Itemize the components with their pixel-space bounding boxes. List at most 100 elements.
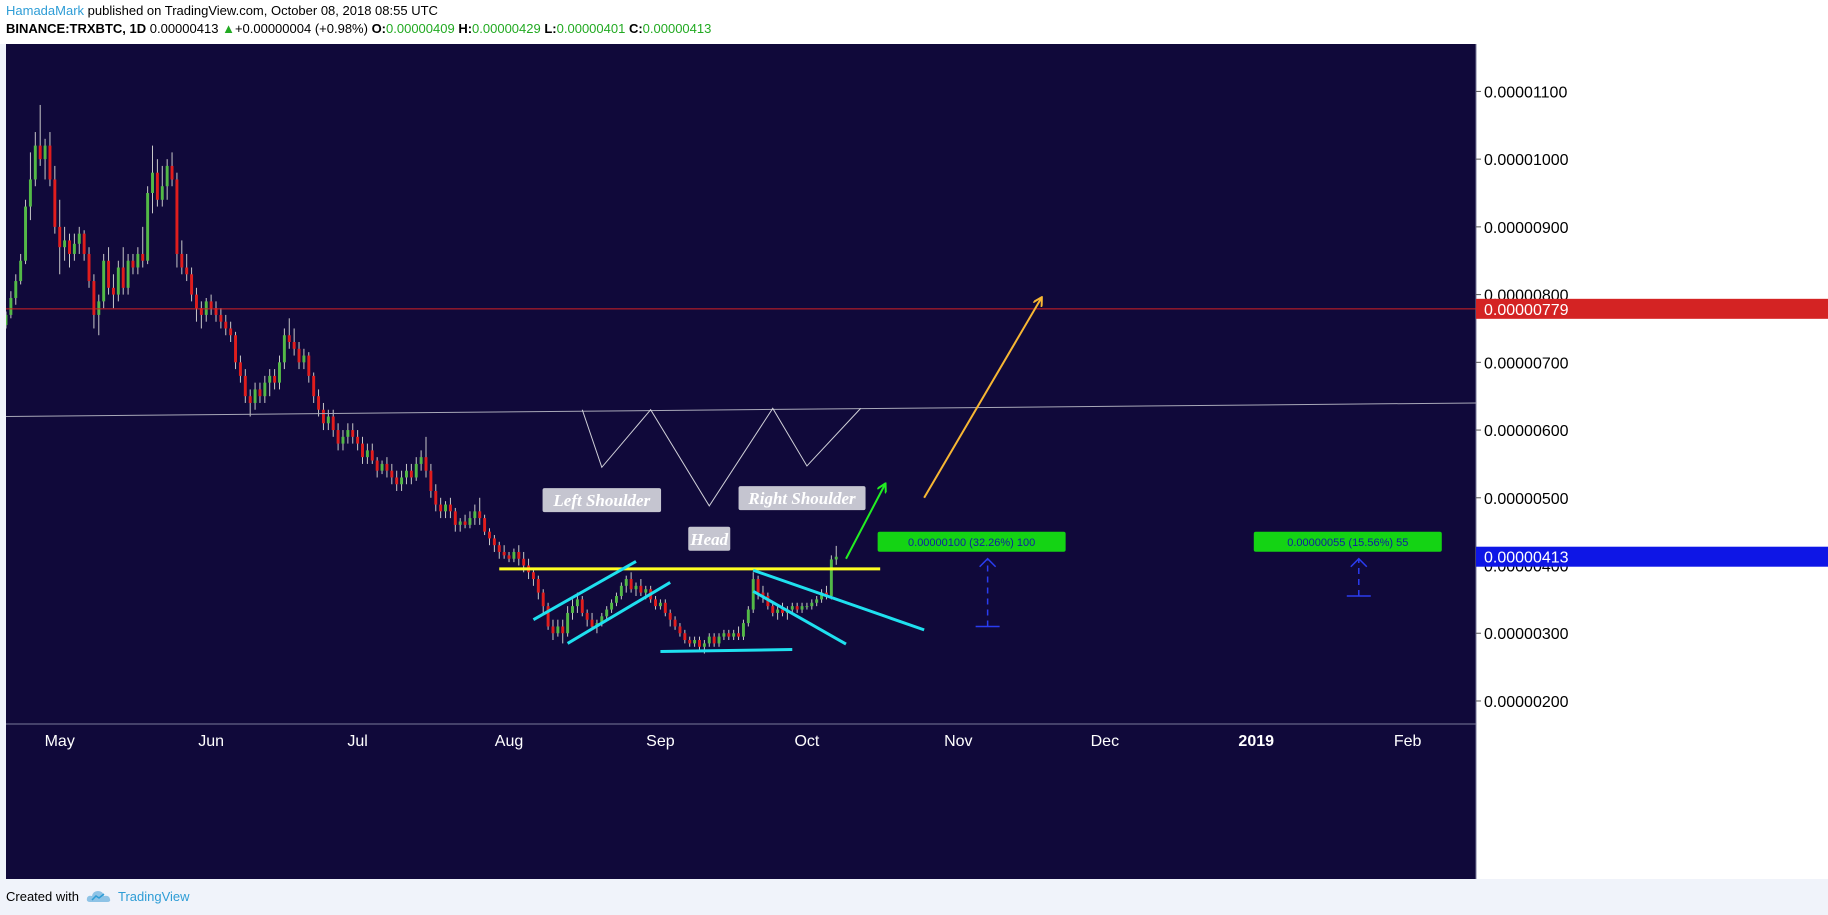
candle-up xyxy=(717,636,721,644)
resistance-price-tag xyxy=(1476,298,1828,319)
channel-line xyxy=(566,581,671,645)
candle-down xyxy=(238,362,242,376)
chart-header: HamadaMark published on TradingView.com,… xyxy=(0,0,1828,44)
x-tick-label: Oct xyxy=(794,733,819,750)
candlestick-chart[interactable]: 0.000011000.000010000.000009000.00000800… xyxy=(6,44,1828,879)
candle-down xyxy=(639,585,643,593)
candle-up xyxy=(619,585,623,596)
candle-up xyxy=(28,179,32,207)
candle-up xyxy=(43,145,47,160)
x-tick-label: Jul xyxy=(347,733,367,750)
target-label: 0.00000055 (15.56%) 55 xyxy=(1287,537,1408,549)
candle-up xyxy=(566,612,570,634)
candle-up xyxy=(624,579,628,586)
candle-down xyxy=(761,592,765,596)
candle-up xyxy=(815,599,819,603)
open-label: O: xyxy=(371,21,387,36)
candle-down xyxy=(155,172,159,200)
change-up-icon: ▲ xyxy=(222,21,235,36)
pattern-label-box xyxy=(688,526,731,551)
candle-down xyxy=(424,457,428,471)
tradingview-link[interactable]: TradingView xyxy=(118,889,190,904)
candle-down xyxy=(243,375,247,397)
candle-up xyxy=(741,623,745,637)
x-tick-label: 2019 xyxy=(1238,733,1274,750)
time-axis-panel xyxy=(6,724,1476,879)
candle-up xyxy=(605,609,609,617)
candle-up xyxy=(702,643,706,647)
candle-up xyxy=(102,260,106,302)
candle-up xyxy=(458,521,462,525)
candle-up xyxy=(204,301,208,315)
x-tick-label: May xyxy=(45,733,75,750)
candle-down xyxy=(561,626,565,634)
candle-down xyxy=(395,477,399,485)
candle-up xyxy=(278,362,281,383)
candle-down xyxy=(370,450,374,461)
candle-up xyxy=(302,355,306,363)
candle-down xyxy=(356,436,360,444)
author-link[interactable]: HamadaMark xyxy=(6,3,85,18)
candle-up xyxy=(571,606,574,613)
tradingview-cloud-icon xyxy=(86,891,111,902)
candle-down xyxy=(82,233,86,254)
candle-down xyxy=(331,416,335,431)
projection-arrow-orange xyxy=(923,298,1041,499)
candle-down xyxy=(781,609,784,613)
candle-up xyxy=(72,243,76,254)
x-tick-label: Jun xyxy=(198,733,224,750)
candle-down xyxy=(229,328,233,336)
pattern-label-box xyxy=(542,488,662,513)
candle-down xyxy=(58,226,62,248)
candle-down xyxy=(209,301,213,309)
channel-line xyxy=(532,560,637,622)
target-box xyxy=(877,531,1066,552)
y-tick-label: 0.00000200 xyxy=(1484,694,1569,711)
candle-down xyxy=(351,430,355,437)
pattern-label: Right Shoulder xyxy=(747,489,856,508)
candle-up xyxy=(151,172,154,194)
candle-up xyxy=(165,165,169,187)
candle-down xyxy=(409,470,413,478)
candle-up xyxy=(800,606,804,610)
candle-up xyxy=(751,579,755,610)
y-tick-label: 0.00001000 xyxy=(1484,152,1569,169)
y-tick-label: 0.00000700 xyxy=(1484,355,1569,372)
candle-up xyxy=(805,606,809,608)
candle-down xyxy=(190,274,194,295)
candle-down xyxy=(38,145,42,160)
candle-down xyxy=(492,538,496,546)
candle-up xyxy=(14,281,18,298)
candle-down xyxy=(478,511,482,519)
candle-down xyxy=(536,579,540,593)
x-tick-label: Feb xyxy=(1394,733,1422,750)
last-price: 0.00000413 xyxy=(149,21,219,36)
candle-up xyxy=(468,518,472,525)
candle-up xyxy=(556,626,560,634)
candle-down xyxy=(502,551,506,556)
candle-up xyxy=(693,640,697,644)
candle-down xyxy=(375,460,379,471)
candle-down xyxy=(517,551,521,559)
candle-down xyxy=(48,145,52,180)
candle-down xyxy=(434,491,438,505)
last-price-label: 0.00000413 xyxy=(1484,550,1569,567)
candle-up xyxy=(658,602,662,607)
candle-up xyxy=(732,633,736,637)
candle-down xyxy=(453,511,457,525)
candle-up xyxy=(419,457,423,464)
target-range-arrow xyxy=(1350,557,1368,568)
published-text: published on TradingView.com, October 08… xyxy=(87,3,438,18)
candle-down xyxy=(111,287,115,295)
y-tick-label: 0.00000900 xyxy=(1484,220,1569,237)
candle-up xyxy=(810,602,814,607)
candle-down xyxy=(463,521,467,525)
chart-area[interactable]: 0.00001100 0.00001000 0.00000900 0.00000800… xyxy=(6,44,1828,879)
candle-up xyxy=(575,599,579,607)
candle-down xyxy=(483,518,487,532)
candle-up xyxy=(97,301,101,315)
candle-down xyxy=(585,612,589,620)
candle-up xyxy=(6,314,8,326)
candle-down xyxy=(795,606,799,610)
resistance-price-label: 0.00000779 xyxy=(1484,302,1569,319)
